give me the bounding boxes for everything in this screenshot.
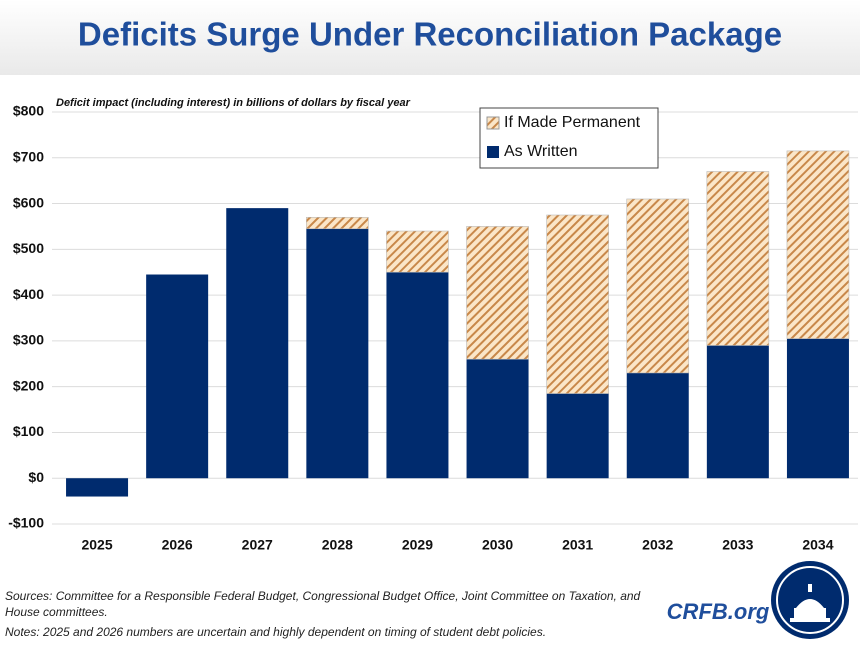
x-tick-label: 2028	[322, 537, 353, 553]
y-tick-label: $300	[13, 332, 44, 348]
sources: Sources: Committee for a Responsible Fed…	[5, 589, 641, 619]
bar	[626, 198, 690, 374]
bar	[386, 230, 449, 273]
y-tick-label: $700	[13, 148, 44, 164]
bar	[786, 338, 849, 479]
legend-label: If Made Permanent	[504, 114, 641, 131]
bar	[546, 393, 609, 479]
legend: If Made Permanent As Written	[479, 107, 659, 169]
bar	[546, 214, 609, 394]
bar	[466, 359, 529, 479]
x-tick-label: 2025	[81, 537, 112, 553]
legend-label: As Written	[504, 143, 578, 160]
bar	[786, 150, 850, 339]
x-tick-label: 2032	[642, 537, 673, 553]
chart-title: Deficits Surge Under Reconciliation Pack…	[78, 16, 782, 53]
y-tick-label: $500	[13, 240, 44, 256]
legend-box	[479, 107, 659, 169]
bar	[706, 171, 770, 346]
x-tick-label: 2030	[482, 537, 513, 553]
x-tick-label: 2029	[402, 537, 433, 553]
x-tick-label: 2034	[802, 537, 833, 553]
y-tick-label: $800	[13, 103, 44, 119]
bar	[226, 208, 289, 479]
y-tick-label: -$100	[8, 515, 44, 531]
y-tick-label: $100	[13, 423, 44, 439]
bar	[146, 274, 209, 479]
legend-swatch	[487, 146, 499, 158]
bar	[306, 216, 369, 230]
header-band	[0, 0, 860, 75]
bar	[706, 345, 769, 479]
x-tick-label: 2033	[722, 537, 753, 553]
bar	[66, 478, 129, 497]
bar	[466, 226, 529, 360]
y-tick-label: $600	[13, 194, 44, 210]
y-tick-label: $400	[13, 286, 44, 302]
y-tick-label: $200	[13, 377, 44, 393]
brand: CRFB.org	[667, 599, 770, 624]
logo	[771, 561, 849, 639]
chart-subtitle: Deficit impact (including interest) in b…	[56, 97, 411, 109]
y-tick-label: $0	[28, 469, 44, 485]
x-tick-label: 2027	[242, 537, 273, 553]
x-tick-label: 2031	[562, 537, 593, 553]
legend-swatch	[486, 116, 500, 130]
notes: Notes: 2025 and 2026 numbers are uncerta…	[5, 625, 547, 639]
x-tick-label: 2026	[162, 537, 193, 553]
bar	[386, 272, 449, 479]
bar	[626, 372, 689, 479]
bar	[306, 228, 369, 479]
